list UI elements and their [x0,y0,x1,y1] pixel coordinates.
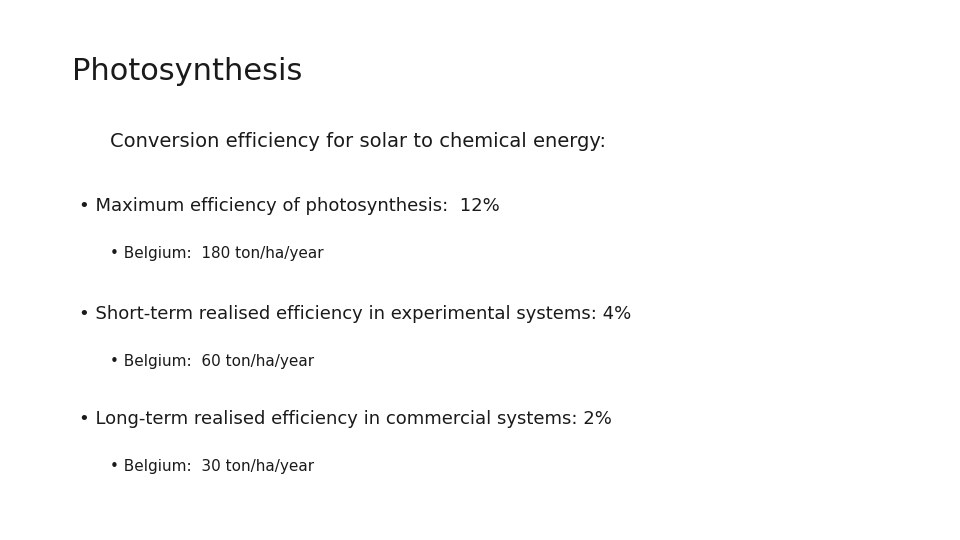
Text: Conversion efficiency for solar to chemical energy:: Conversion efficiency for solar to chemi… [110,132,607,151]
Text: • Maximum efficiency of photosynthesis:  12%: • Maximum efficiency of photosynthesis: … [79,197,499,215]
Text: • Belgium:  30 ton/ha/year: • Belgium: 30 ton/ha/year [110,459,315,474]
Text: • Belgium:  60 ton/ha/year: • Belgium: 60 ton/ha/year [110,354,315,369]
Text: Photosynthesis: Photosynthesis [72,57,302,86]
Text: • Short-term realised efficiency in experimental systems: 4%: • Short-term realised efficiency in expe… [79,305,631,323]
Text: • Long-term realised efficiency in commercial systems: 2%: • Long-term realised efficiency in comme… [79,410,612,428]
Text: • Belgium:  180 ton/ha/year: • Belgium: 180 ton/ha/year [110,246,324,261]
